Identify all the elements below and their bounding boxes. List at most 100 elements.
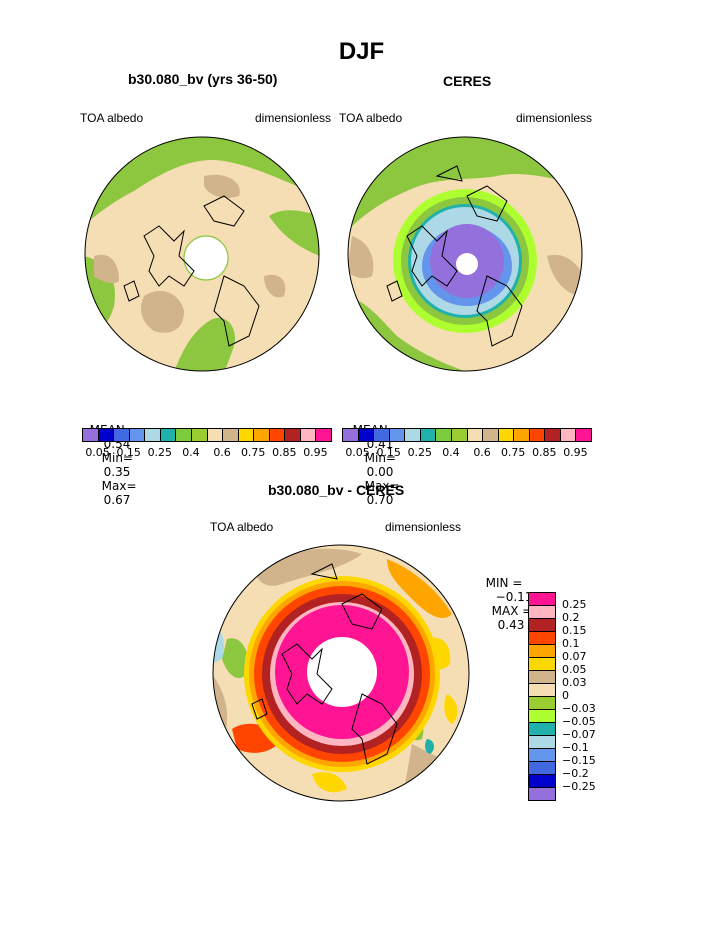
diff-max-label: MAX = [491,604,533,618]
colorbar-swatch [575,428,592,442]
polar-map-ceres [347,136,583,372]
colorbar-swatch [559,428,577,442]
colorbar-swatch [128,428,146,442]
stat-min-model: 0.35 [103,465,131,479]
colorbar-tick-label: 0.1 [562,637,580,650]
colorbar-swatch [528,605,556,619]
colorbar-swatch [528,761,556,775]
colorbar-swatch [253,428,270,442]
colorbar-swatch [450,428,468,442]
colorbar-swatch [528,774,556,788]
colorbar-swatch [528,618,556,632]
colorbar-tick-label: 0.07 [562,650,587,663]
colorbar-swatch [373,428,390,442]
colorbar-swatch [528,657,556,671]
colorbar-swatch [357,428,375,442]
colorbar-swatch [206,428,224,442]
colorbar-swatch [544,428,561,442]
colorbar-swatch [237,428,255,442]
panel-title-model: b30.080_bv (yrs 36-50) [128,71,278,87]
colorbar-swatch [97,428,115,442]
stat-min-label-model: Min= [101,451,133,465]
colorbar-swatch [528,644,556,658]
colorbar-swatch [315,428,332,442]
colorbar-tick-label: 0.2 [562,611,580,624]
colorbar-tick-label: 0.75 [240,446,266,459]
colorbar-swatch [342,428,359,442]
stat-max-ceres: 0.70 [366,493,394,507]
colorbar-tick-label: 0.25 [407,446,433,459]
colorbar-tick-label: 0.85 [532,446,557,459]
diff-left-label: TOA albedo [210,520,274,534]
diff-units: dimensionless [385,520,462,534]
colorbar-tick-label: 0.4 [182,446,200,459]
stat-min-label-ceres: Min= [364,451,396,465]
stat-max-model: 0.67 [103,493,131,507]
colorbar-swatch [404,428,421,442]
colorbar-labels-ceres: 0.05 0.15 0.25 0.4 0.6 0.75 0.85 0.95 [342,446,591,460]
colorbar-tick-label: 0.15 [562,624,587,637]
panel-units-ceres: dimensionless [516,111,593,125]
colorbar-swatch [435,428,452,442]
colorbar-swatch [528,592,556,606]
colorbar-swatch [528,696,556,710]
colorbar-swatch [222,428,239,442]
colorbar-tick-label: 0.05 [85,446,110,459]
colorbar-swatch [82,428,99,442]
colorbar-swatch [284,428,301,442]
colorbar-tick-label: 0.95 [303,446,328,459]
colorbar-tick-label: 0 [562,689,569,702]
colorbar-tick-label: 0.95 [563,446,588,459]
colorbar-swatch [528,709,556,723]
colorbar-swatch [528,748,556,762]
colorbar-swatch [113,428,130,442]
colorbar-swatch [528,735,556,749]
colorbar-tick-label: −0.2 [562,767,589,780]
colorbar-difference [528,592,556,801]
stat-min-ceres: 0.00 [366,465,394,479]
colorbar-swatch [482,428,499,442]
colorbar-swatch [175,428,192,442]
colorbar-tick-label: 0.05 [562,663,587,676]
colorbar-tick-label: 0.15 [116,446,141,459]
colorbar-swatch [528,787,556,801]
panel-title-ceres: CERES [443,73,492,89]
colorbar-swatch [528,683,556,697]
colorbar-swatch [528,428,546,442]
colorbar-tick-label: −0.03 [562,702,596,715]
colorbar-tick-label: −0.1 [562,741,589,754]
diff-min-value: −0.11 [495,590,533,604]
diff-min-label: MIN = [485,576,523,590]
colorbar-tick-label: 0.4 [442,446,460,459]
stat-max-label-ceres: Max= [364,479,400,493]
colorbar-model [82,428,332,442]
colorbar-labels-difference: 0.25 0.2 0.15 0.1 0.07 0.05 0.03 0 −0.03 −0.05 −0.… [562,592,632,800]
colorbar-tick-label: 0.6 [473,446,491,459]
colorbar-swatch [268,428,286,442]
page-title: DJF [338,38,385,65]
polar-map-model [84,136,320,372]
colorbar-swatch [144,428,161,442]
stat-max-label-model: Max= [101,479,137,493]
colorbar-labels-model: 0.05 0.15 0.25 0.4 0.6 0.75 0.85 0.95 [82,446,331,460]
colorbar-tick-label: −0.07 [562,728,596,741]
colorbar-swatch [466,428,484,442]
colorbar-tick-label: 0.6 [213,446,231,459]
colorbar-tick-label: 0.15 [376,446,401,459]
colorbar-ceres [342,428,592,442]
colorbar-tick-label: 0.75 [500,446,526,459]
colorbar-swatch [497,428,515,442]
colorbar-tick-label: −0.05 [562,715,596,728]
colorbar-tick-label: 0.85 [272,446,297,459]
diff-panel-title: b30.080_bv - CERES [268,482,405,498]
colorbar-swatch [388,428,406,442]
colorbar-tick-label: 0.05 [345,446,370,459]
colorbar-tick-label: 0.03 [562,676,587,689]
colorbar-swatch [159,428,177,442]
panel-left-label-model: TOA albedo [80,111,144,125]
colorbar-swatch [190,428,208,442]
colorbar-swatch [528,670,556,684]
colorbar-swatch [299,428,317,442]
colorbar-tick-label: −0.25 [562,780,596,793]
colorbar-swatch [419,428,437,442]
